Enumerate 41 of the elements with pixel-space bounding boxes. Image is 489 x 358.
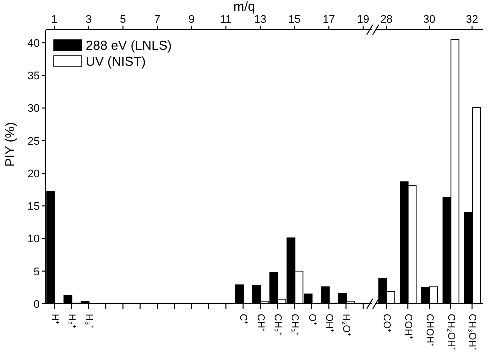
y-tick-label: 25 [28, 136, 40, 148]
x-tick-label: O⁺ [306, 314, 318, 326]
y-tick-label: 35 [28, 70, 40, 83]
x2-tick-label: 1 [52, 14, 58, 26]
x-tick-label: C⁺ [238, 314, 249, 326]
x-tick-label: CH₃OH⁺ [466, 314, 478, 352]
y-tick-label: 40 [28, 38, 40, 50]
x2-tick-label: 17 [322, 14, 336, 26]
x2-axis-title: m/q [232, 0, 256, 14]
x-tick-label: CH₂OH⁺ [445, 314, 456, 352]
x2-tick-label: 9 [188, 14, 195, 26]
x2-tick-label: 11 [220, 14, 232, 26]
y-tick-label: 15 [28, 201, 40, 214]
y-tick-label: 5 [34, 266, 40, 278]
x2-tick-label: 13 [254, 14, 267, 26]
y-axis-title: PIY (%) [2, 122, 18, 167]
x2-tick-label: 7 [154, 14, 161, 26]
x-tick-label: H₃⁺ [83, 314, 94, 330]
x-tick-label: CHOH⁺ [424, 314, 435, 348]
y-tick-label: 0 [34, 298, 40, 311]
x-tick-label: COH⁺ [402, 314, 414, 340]
legend-label: UV (NIST) [86, 54, 146, 69]
x2-tick-label: 32 [466, 14, 478, 26]
x2-tick-label: 30 [423, 14, 436, 26]
x-tick-label: CH₃⁺ [289, 314, 300, 337]
x2-tick-label: 15 [288, 14, 301, 26]
x-tick-label: CO⁺ [381, 314, 392, 333]
y-tick-label: 30 [28, 103, 40, 116]
y-tick-label: 10 [28, 234, 40, 246]
x-tick-label: H⁺ [48, 314, 60, 326]
y-tick-label: 20 [28, 168, 40, 180]
x-tick-label: H₂O⁺ [340, 314, 352, 337]
legend-label: 288 eV (LNLS) [86, 38, 172, 53]
x2-tick-label: 19 [357, 14, 370, 26]
x2-tick-label: 3 [86, 14, 92, 26]
x-tick-label: CH⁺ [254, 314, 266, 332]
x2-tick-label: 28 [380, 14, 393, 26]
x-tick-label: H₂⁺ [66, 314, 78, 330]
x2-tick-label: 5 [120, 14, 126, 26]
x-tick-label: OH⁺ [323, 314, 334, 333]
x-tick-label: CH₂⁺ [272, 314, 283, 336]
